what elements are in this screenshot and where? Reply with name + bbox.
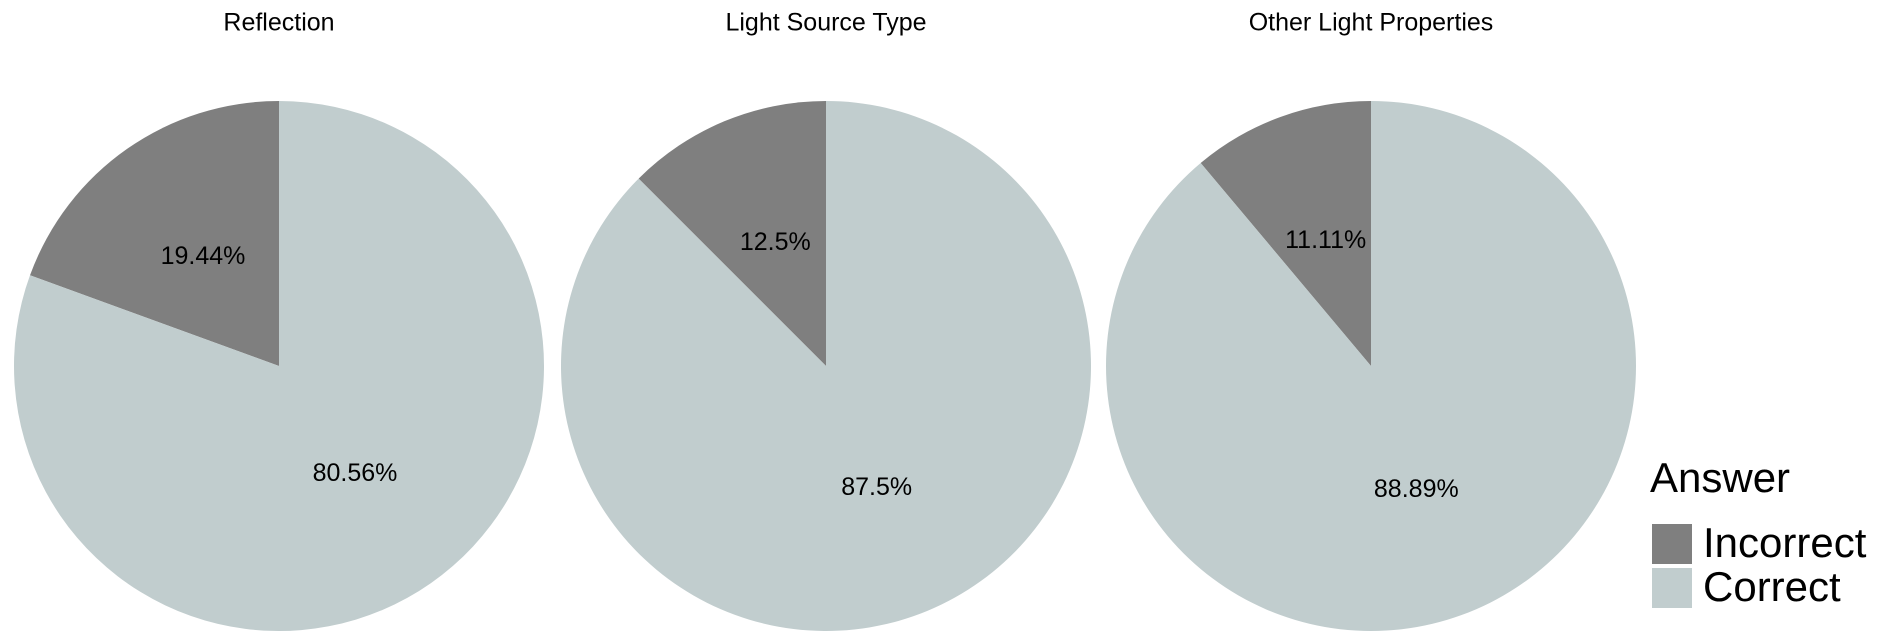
value-label: 80.56% — [313, 459, 398, 487]
pie-slice — [30, 101, 279, 366]
value-label: 87.5% — [841, 473, 912, 501]
pie-slice — [638, 101, 826, 366]
legend-title: Answer — [1650, 454, 1790, 501]
pie-slice — [1200, 101, 1371, 366]
pie-slice — [13, 101, 544, 632]
chart-title: Light Source Type — [725, 9, 926, 37]
value-label: 19.44% — [161, 242, 246, 270]
legend-swatch — [1652, 524, 1692, 564]
legend-swatch — [1652, 568, 1692, 608]
value-label: 11.11% — [1285, 226, 1366, 254]
pie-slice — [1106, 101, 1637, 632]
chart-title: Reflection — [223, 9, 334, 37]
value-label: 88.89% — [1374, 475, 1459, 503]
pie-slice — [561, 101, 1091, 632]
value-label: 12.5% — [740, 228, 811, 256]
chart-title: Other Light Properties — [1249, 9, 1494, 37]
legend-label: Incorrect — [1703, 519, 1867, 566]
legend-label: Correct — [1703, 563, 1841, 610]
